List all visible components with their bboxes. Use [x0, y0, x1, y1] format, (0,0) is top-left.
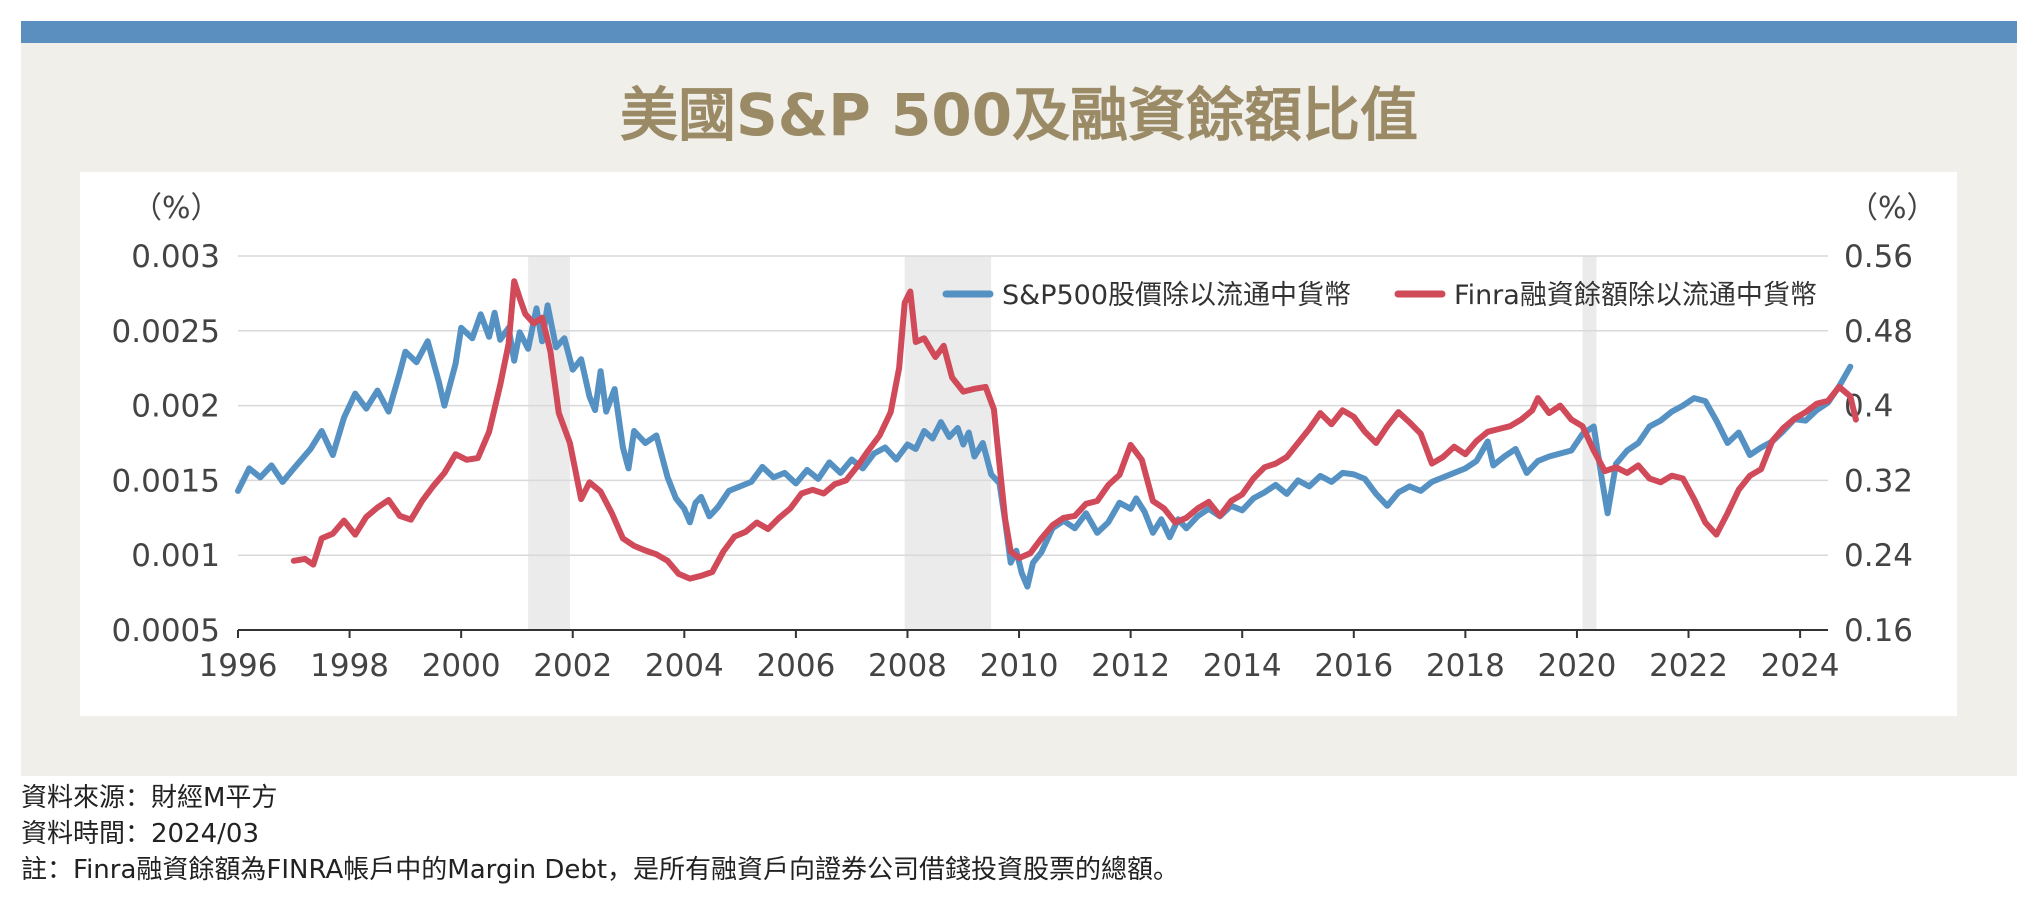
series-line-1 [290, 278, 1859, 582]
x-tick-label: 1998 [310, 648, 389, 684]
y-left-tick-label: 0.0015 [112, 463, 220, 499]
x-tick-label: 2016 [1314, 648, 1393, 684]
legend-label-1: Finra融資餘額除以流通中貨幣 [1454, 280, 1817, 311]
y-right-unit-label: （%） [1848, 191, 1937, 226]
source-note: 資料來源：財經M平方 [21, 783, 278, 813]
legend: S&P500股價除以流通中貨幣 Finra融資餘額除以流通中貨幣 [942, 280, 1817, 311]
y-left-tick-label: 0.001 [131, 538, 220, 574]
series-line-0 [235, 302, 1854, 590]
y-left-unit-label: （%） [132, 191, 221, 226]
chart-title: 美國S&P 500及融資餘額比值 [619, 81, 1419, 149]
x-tick-label: 2006 [756, 648, 835, 684]
x-tick-label: 2008 [868, 648, 947, 684]
date-note: 資料時間：2024/03 [21, 819, 260, 849]
series-layer [235, 278, 1859, 590]
definition-note: 註：Finra融資餘額為FINRA帳戶中的Margin Debt，是所有融資戶向… [21, 855, 1180, 885]
top-accent-bar [21, 21, 2017, 43]
x-tick-label: 2004 [645, 648, 724, 684]
x-tick-label: 1996 [199, 648, 278, 684]
y-left-tick-label: 0.0005 [112, 613, 220, 649]
y-right-tick-label: 0.48 [1844, 314, 1913, 350]
axis-layer: 0.0005 0.001 0.0015 0.002 0.0025 0.003 0.16 0.2… [112, 191, 1937, 684]
x-tick-label: 2010 [980, 648, 1059, 684]
y-right-tick-label: 0.32 [1844, 463, 1913, 499]
x-tick-label: 2022 [1649, 648, 1728, 684]
legend-label-0: S&P500股價除以流通中貨幣 [1002, 280, 1351, 311]
recession-shading-layer [528, 256, 1597, 630]
x-tick-label: 2000 [422, 648, 501, 684]
x-tick-label: 2014 [1203, 648, 1282, 684]
x-tick-label: 2024 [1761, 648, 1840, 684]
y-left-tick-label: 0.0025 [112, 314, 220, 350]
x-tick-label: 2018 [1426, 648, 1505, 684]
footer-notes: 資料來源：財經M平方 資料時間：2024/03 註：Finra融資餘額為FINR… [21, 780, 2017, 888]
y-left-tick-label: 0.002 [131, 389, 220, 425]
line-chart: 0.0005 0.001 0.0015 0.002 0.0025 0.003 0.16 0.2… [112, 191, 1937, 684]
y-right-tick-label: 0.16 [1844, 613, 1913, 649]
y-left-tick-label: 0.003 [131, 239, 220, 275]
x-tick-label: 2020 [1537, 648, 1616, 684]
y-right-tick-label: 0.56 [1844, 239, 1913, 275]
x-tick-label: 2002 [533, 648, 612, 684]
y-right-tick-label: 0.24 [1844, 538, 1913, 574]
plot-area: 0.0005 0.001 0.0015 0.002 0.0025 0.003 0.16 0.2… [80, 172, 1957, 716]
x-tick-label: 2012 [1091, 648, 1170, 684]
